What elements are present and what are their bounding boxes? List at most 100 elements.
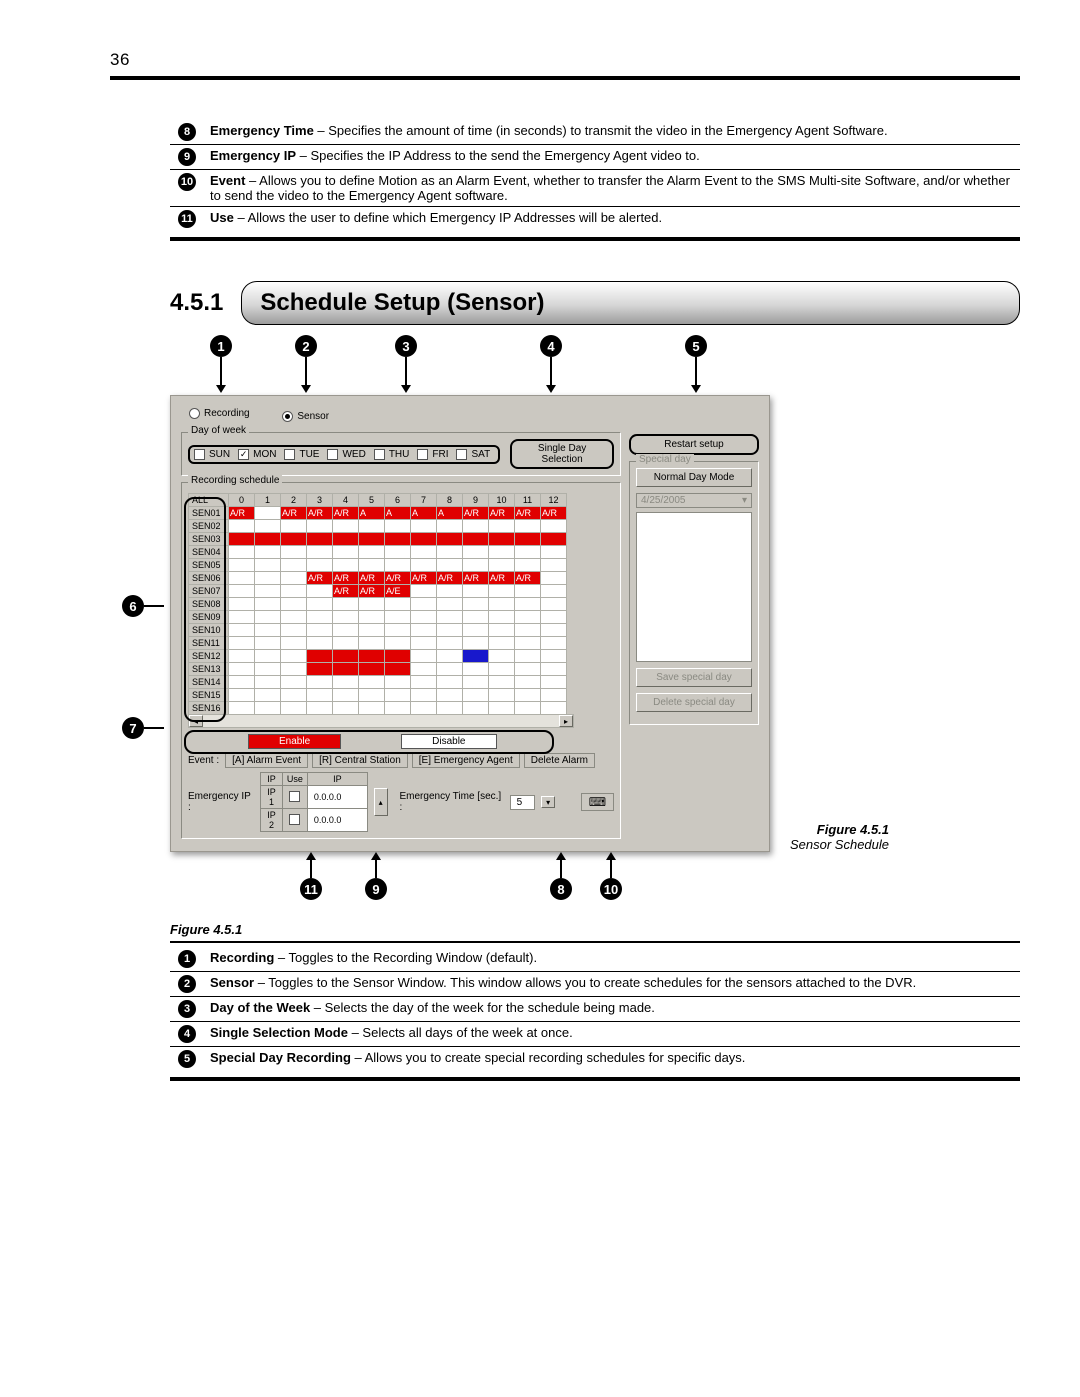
schedule-grid[interactable]: ALL0123456789101112SEN01A/RA/RA/RA/RAAAA…	[188, 493, 567, 715]
bottom-figure-label: Figure 4.5.1	[170, 922, 1020, 937]
day-of-week-label: Day of week	[188, 425, 249, 436]
section-header: 4.5.1 Schedule Setup (Sensor)	[170, 281, 1020, 325]
callout-10: 10	[600, 852, 622, 900]
keyboard-icon[interactable]: ⌨	[581, 793, 614, 811]
normal-day-mode-button[interactable]: Normal Day Mode	[636, 468, 752, 487]
day-label-thu: THU	[389, 449, 410, 460]
day-checkbox-row: SUN ✓ MON TUE WED THU FRI SAT	[188, 445, 500, 464]
day-checkbox-mon[interactable]: ✓	[238, 449, 249, 460]
event-button[interactable]: [A] Alarm Event	[225, 753, 308, 768]
section-title: Schedule Setup (Sensor)	[241, 281, 1020, 325]
legend-text-11: Use – Allows the user to define which Em…	[204, 207, 1020, 232]
single-day-selection-button[interactable]: Single Day Selection	[510, 439, 614, 469]
callout-7: 7	[122, 717, 164, 739]
legend-bullet-9: 9	[178, 148, 196, 166]
legend-bullet-4: 4	[178, 1025, 196, 1043]
disable-button[interactable]: Disable	[401, 734, 496, 749]
sensor-radio[interactable]: Sensor	[282, 411, 329, 422]
legend-text-8: Emergency Time – Specifies the amount of…	[204, 120, 1020, 145]
emergency-ip-label: Emergency IP :	[188, 791, 254, 813]
legend-text-5: Special Day Recording – Allows you to cr…	[204, 1047, 1020, 1072]
top-legend-bottom-rule	[170, 237, 1020, 241]
horizontal-scrollbar[interactable]: ◂ ▸	[188, 714, 574, 728]
legend-text-9: Emergency IP – Specifies the IP Address …	[204, 145, 1020, 170]
mode-radio-row: Recording Sensor	[181, 404, 759, 428]
restart-setup-button[interactable]: Restart setup	[629, 434, 759, 455]
day-checkbox-thu[interactable]	[374, 449, 385, 460]
day-checkbox-wed[interactable]	[327, 449, 338, 460]
scroll-left-icon[interactable]: ◂	[189, 715, 203, 727]
callout-6: 6	[122, 595, 164, 617]
callout-4: 4	[540, 335, 562, 393]
figure-caption: Figure 4.5.1 Sensor Schedule	[790, 822, 889, 852]
legend-text-4: Single Selection Mode – Selects all days…	[204, 1022, 1020, 1047]
legend-bullet-5: 5	[178, 1050, 196, 1068]
day-label-wed: WED	[342, 449, 365, 460]
top-legend: 8 Emergency Time – Specifies the amount o…	[170, 120, 1020, 231]
legend-bullet-8: 8	[178, 123, 196, 141]
top-rule	[110, 76, 1020, 80]
recording-schedule-label: Recording schedule	[188, 475, 282, 486]
date-value: 4/25/2005	[641, 495, 686, 506]
day-label-tue: TUE	[299, 449, 319, 460]
event-button[interactable]: [E] Emergency Agent	[412, 753, 520, 768]
screenshot-wrap: 67 Recording Sensor Day of week SUN✓MONT…	[170, 395, 1020, 852]
section-number: 4.5.1	[170, 281, 241, 325]
legend-bullet-2: 2	[178, 975, 196, 993]
emergency-ip-row: Emergency IP : IPUseIPIP 10.0.0.0IP 20.0…	[188, 772, 614, 832]
callout-8: 8	[550, 852, 572, 900]
recording-schedule-group: Recording schedule ALL0123456789101112SE…	[181, 482, 621, 839]
legend-text-2: Sensor – Toggles to the Sensor Window. T…	[204, 972, 1020, 997]
day-checkbox-fri[interactable]	[417, 449, 428, 460]
ip-scroll-up-icon[interactable]: ▴	[374, 788, 388, 816]
callout-11: 11	[300, 852, 322, 900]
recording-radio-label: Recording	[204, 408, 250, 419]
event-row: Event : [A] Alarm Event [R] Central Stati…	[188, 755, 614, 766]
callout-5: 5	[685, 335, 707, 393]
bottom-legend-top-rule	[170, 941, 1020, 943]
recording-radio[interactable]: Recording	[189, 408, 250, 419]
radio-icon	[189, 408, 200, 419]
special-day-label: Special day	[636, 454, 694, 465]
bottom-legend-bottom-rule	[170, 1077, 1020, 1081]
callouts-bottom: 11 9 8 10	[170, 852, 1020, 902]
legend-text-10: Event – Allows you to define Motion as a…	[204, 170, 1020, 207]
chevron-down-icon: ▾	[742, 495, 747, 506]
event-label: Event :	[188, 755, 219, 766]
save-special-day-button[interactable]: Save special day	[636, 668, 752, 687]
ip-table: IPUseIPIP 10.0.0.0IP 20.0.0.0	[260, 772, 368, 832]
callout-9: 9	[365, 852, 387, 900]
day-label-mon: MON	[253, 449, 276, 460]
callout-2: 2	[295, 335, 317, 393]
legend-text-1: Recording – Toggles to the Recording Win…	[204, 947, 1020, 972]
special-day-listbox[interactable]	[636, 512, 752, 662]
ip-use-checkbox[interactable]	[289, 814, 300, 825]
callouts-top: 12345	[170, 335, 1020, 395]
sensor-radio-label: Sensor	[297, 411, 329, 422]
legend-bullet-3: 3	[178, 1000, 196, 1018]
day-checkbox-sun[interactable]	[194, 449, 205, 460]
legend-bullet-1: 1	[178, 950, 196, 968]
enable-button[interactable]: Enable	[248, 734, 341, 749]
page-number: 36	[110, 50, 1020, 70]
event-button[interactable]: [R] Central Station	[312, 753, 408, 768]
ip-use-checkbox[interactable]	[289, 791, 300, 802]
special-day-group: Special day Normal Day Mode 4/25/2005 ▾ …	[629, 461, 759, 725]
day-label-sat: SAT	[471, 449, 490, 460]
day-checkbox-sat[interactable]	[456, 449, 467, 460]
day-label-sun: SUN	[209, 449, 230, 460]
callout-3: 3	[395, 335, 417, 393]
day-label-fri: FRI	[432, 449, 448, 460]
emergency-time-input[interactable]: 5	[510, 795, 536, 810]
legend-text-3: Day of the Week – Selects the day of the…	[204, 997, 1020, 1022]
day-checkbox-tue[interactable]	[284, 449, 295, 460]
radio-icon	[282, 411, 293, 422]
delete-special-day-button[interactable]: Delete special day	[636, 693, 752, 712]
legend-bullet-11: 11	[178, 210, 196, 228]
schedule-setup-window: Recording Sensor Day of week SUN ✓ MON TUE W…	[170, 395, 770, 852]
event-button[interactable]: Delete Alarm	[524, 753, 595, 768]
emergency-time-dropdown-icon[interactable]: ▾	[541, 796, 555, 808]
scroll-right-icon[interactable]: ▸	[559, 715, 573, 727]
special-day-panel: Restart setup Special day Normal Day Mod…	[629, 434, 759, 725]
date-picker[interactable]: 4/25/2005 ▾	[636, 493, 752, 508]
